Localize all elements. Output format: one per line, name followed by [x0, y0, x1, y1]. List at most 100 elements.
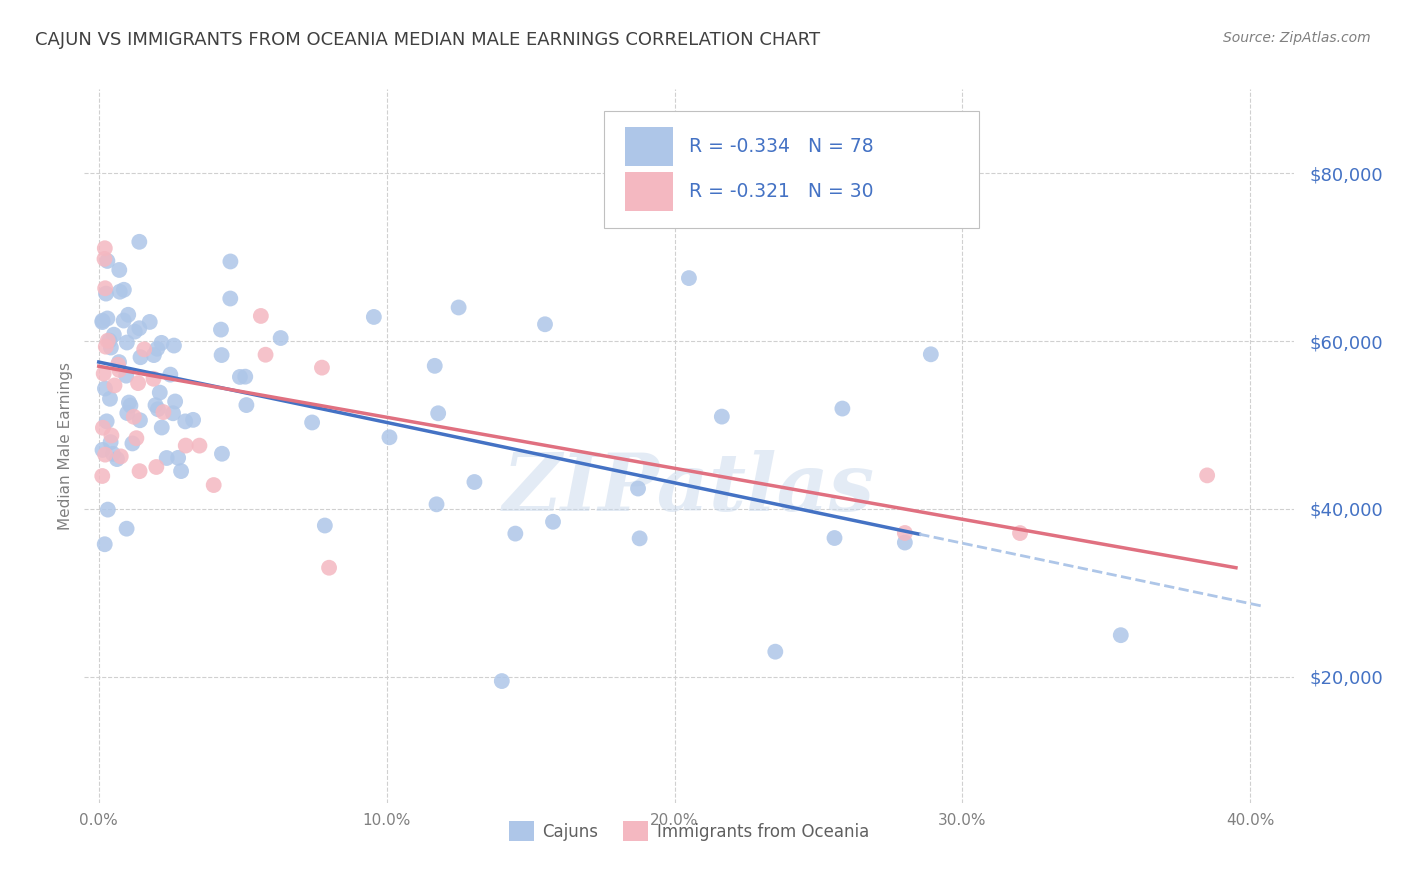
Point: [93, 252, 115, 266]
Point: [108, 355, 131, 369]
Point: [142, 348, 165, 362]
Point: [174, 439, 197, 453]
Text: Source: ZipAtlas.com: Source: ZipAtlas.com: [1223, 31, 1371, 45]
Point: [156, 450, 179, 465]
Point: [219, 292, 242, 306]
Point: [363, 310, 385, 324]
Point: [142, 372, 165, 386]
Point: [128, 235, 150, 249]
Point: [112, 283, 135, 297]
Point: [108, 363, 131, 377]
Point: [91, 314, 114, 328]
Point: [91, 315, 114, 329]
Point: [211, 447, 233, 461]
Legend: Cajuns, Immigrants from Oceania: Cajuns, Immigrants from Oceania: [502, 814, 876, 848]
Point: [831, 401, 853, 416]
Point: [233, 369, 256, 384]
Point: [627, 482, 650, 496]
Text: ZIPatlas: ZIPatlas: [503, 450, 875, 527]
Point: [254, 348, 277, 362]
Point: [96, 254, 118, 268]
Point: [117, 406, 139, 420]
Point: [423, 359, 446, 373]
Point: [534, 318, 557, 332]
Point: [1008, 526, 1031, 541]
Point: [149, 385, 172, 400]
Point: [447, 301, 470, 315]
Point: [108, 263, 131, 277]
Point: [97, 334, 120, 348]
Point: [235, 398, 257, 412]
Point: [91, 469, 114, 483]
Point: [121, 436, 143, 450]
Point: [138, 315, 160, 329]
Point: [710, 409, 733, 424]
Point: [505, 526, 527, 541]
Point: [229, 370, 252, 384]
Point: [94, 382, 117, 396]
Point: [250, 309, 273, 323]
Point: [378, 430, 401, 444]
Point: [628, 532, 651, 546]
Text: CAJUN VS IMMIGRANTS FROM OCEANIA MEDIAN MALE EARNINGS CORRELATION CHART: CAJUN VS IMMIGRANTS FROM OCEANIA MEDIAN …: [35, 31, 820, 49]
Point: [150, 335, 173, 350]
Point: [100, 435, 122, 450]
Point: [174, 414, 197, 428]
Point: [219, 254, 242, 268]
Point: [127, 376, 149, 390]
Point: [101, 447, 124, 461]
Point: [93, 537, 115, 551]
Point: [128, 321, 150, 335]
Point: [162, 406, 184, 420]
Point: [108, 285, 131, 299]
Point: [103, 378, 125, 392]
Point: [491, 674, 513, 689]
Point: [145, 460, 167, 475]
Point: [170, 464, 193, 478]
Point: [894, 535, 917, 549]
Point: [188, 439, 211, 453]
Text: R = -0.321   N = 30: R = -0.321 N = 30: [689, 182, 873, 201]
Point: [763, 645, 786, 659]
Text: R = -0.334   N = 78: R = -0.334 N = 78: [689, 136, 873, 156]
Point: [1109, 628, 1132, 642]
Point: [117, 308, 139, 322]
Point: [98, 392, 121, 406]
Point: [463, 475, 485, 489]
Point: [94, 286, 117, 301]
Point: [425, 497, 447, 511]
Point: [129, 350, 152, 364]
Point: [314, 518, 336, 533]
Point: [129, 413, 152, 427]
FancyBboxPatch shape: [605, 111, 979, 228]
Point: [181, 413, 204, 427]
Point: [94, 340, 117, 354]
Point: [125, 431, 148, 445]
Point: [301, 416, 323, 430]
Point: [311, 360, 333, 375]
Point: [159, 368, 181, 382]
Point: [94, 241, 117, 255]
Point: [270, 331, 292, 345]
Point: [134, 343, 156, 357]
Point: [163, 338, 186, 352]
Point: [202, 478, 225, 492]
Point: [91, 421, 114, 435]
Point: [112, 313, 135, 327]
Point: [107, 358, 129, 372]
Point: [146, 402, 169, 417]
Y-axis label: Median Male Earnings: Median Male Earnings: [58, 362, 73, 530]
Point: [150, 420, 173, 434]
Point: [678, 271, 700, 285]
Point: [920, 347, 942, 361]
Point: [145, 398, 167, 412]
Point: [128, 464, 150, 478]
Point: [100, 341, 122, 355]
Point: [165, 394, 187, 409]
Point: [120, 399, 142, 413]
Point: [96, 311, 118, 326]
Point: [122, 409, 145, 424]
Point: [211, 348, 233, 362]
Point: [209, 323, 232, 337]
Point: [91, 442, 114, 457]
